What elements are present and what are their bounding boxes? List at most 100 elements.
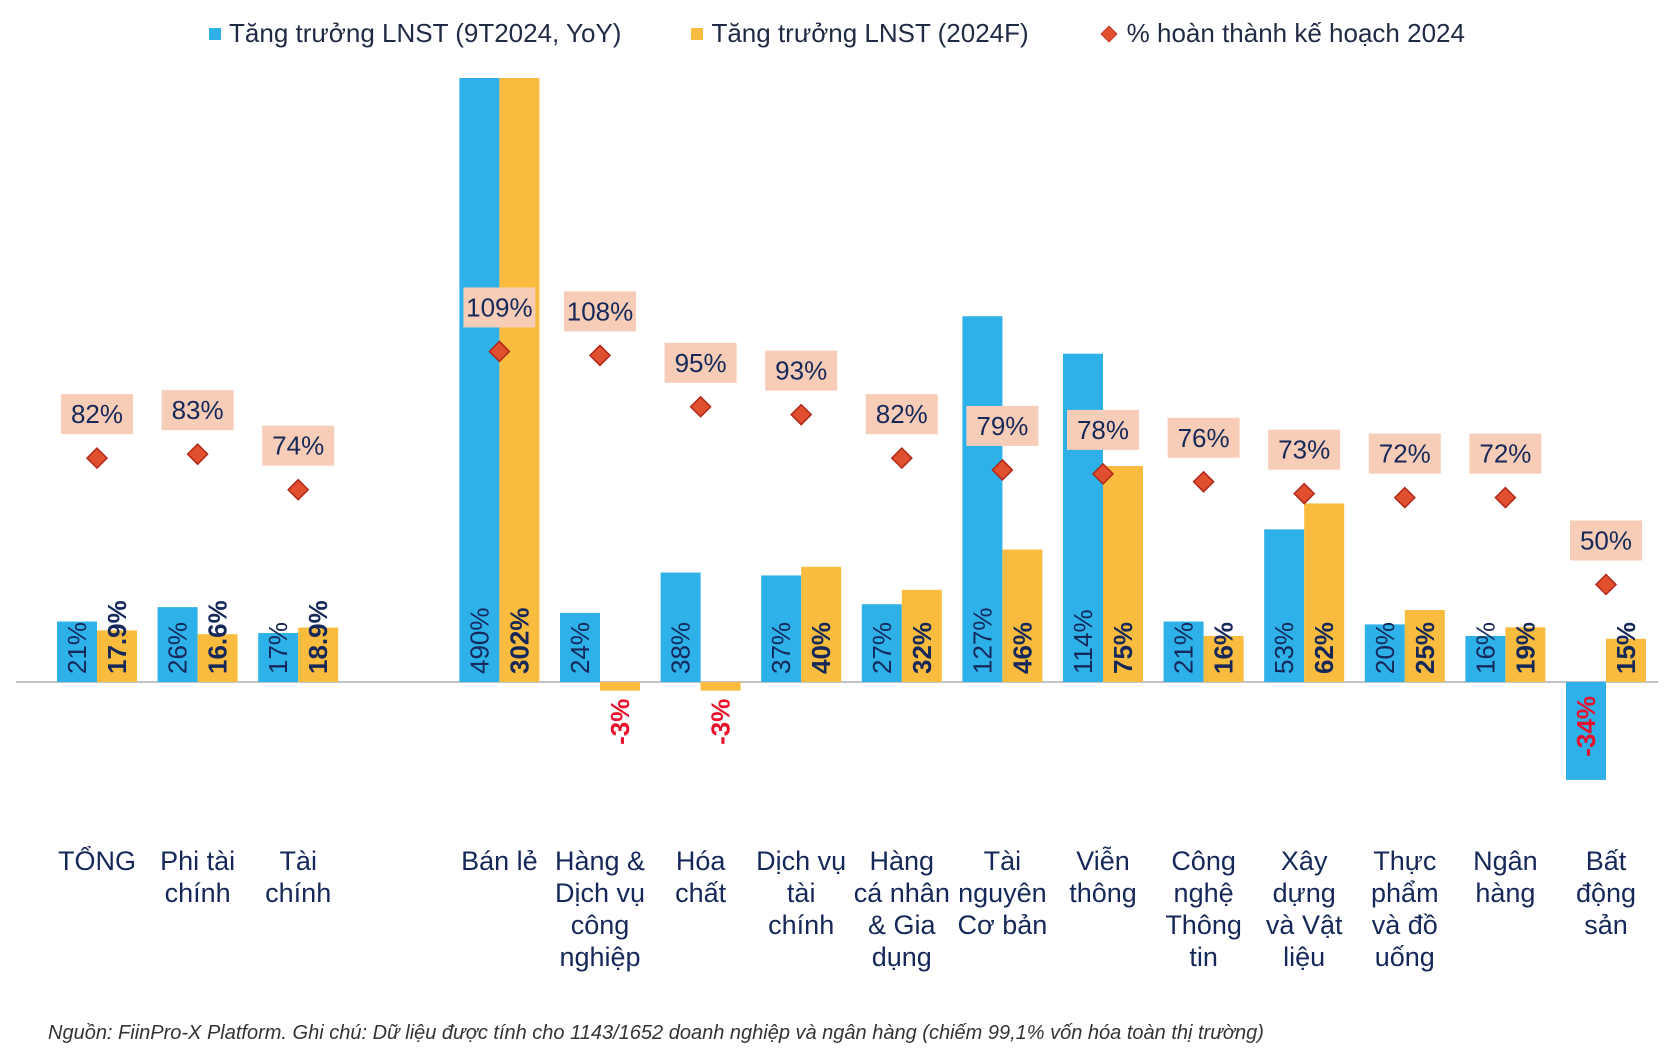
bar-2024f: [1203, 635, 1244, 682]
bar-9t2024: [1264, 529, 1305, 682]
plan-value-label: 109%: [466, 292, 533, 322]
bar-9t2024: [1465, 635, 1506, 682]
category-label: phẩm: [1371, 878, 1439, 908]
category-label: nghiệp: [559, 942, 640, 972]
bar-label-9t2024: 17%: [263, 622, 293, 674]
plan-value-label: 74%: [272, 431, 324, 461]
bar-label-9t2024: 24%: [565, 622, 595, 674]
plan-marker: [790, 403, 813, 426]
plan-label-bg: [262, 425, 335, 466]
plan-value-label: 50%: [1580, 526, 1632, 556]
plan-value-label: 72%: [1379, 439, 1431, 469]
bar-label-9t2024: 26%: [163, 622, 193, 674]
bar-2024f: [298, 627, 339, 682]
bar-9t2024: [1364, 624, 1405, 682]
plan-label-bg: [966, 405, 1039, 446]
plan-marker: [488, 340, 511, 363]
plan-marker: [1091, 462, 1115, 485]
category-label: uống: [1375, 942, 1435, 972]
bar-label-9t2024: 114%: [1068, 609, 1098, 674]
category-label: Bán lẻ: [461, 846, 538, 876]
plan-value-label: 93%: [775, 356, 827, 386]
bar-label-9t2024: 20%: [1370, 622, 1400, 674]
plan-label-bg: [664, 342, 737, 383]
legend-item-2024f: Tăng trưởng LNST (2024F): [691, 18, 1029, 49]
plan-label-bg: [1368, 433, 1441, 474]
bar-9t2024: [157, 607, 198, 682]
plan-marker: [85, 447, 109, 470]
plan-marker: [186, 443, 209, 466]
bar-2024f: [97, 630, 137, 682]
plan-value-label: 82%: [71, 399, 123, 429]
category-label: hàng: [1475, 878, 1535, 908]
plan-label-bg: [61, 394, 133, 435]
plan-label-bg: [463, 287, 536, 328]
category-label: Dịch vụ: [555, 878, 645, 908]
category-label: Ngân: [1473, 846, 1538, 876]
plan-marker: [287, 478, 310, 501]
bar-label-2024f: 19%: [1510, 622, 1540, 674]
bar-2024f: [700, 682, 741, 691]
category-label: Bất: [1586, 846, 1627, 876]
footnote: Nguồn: FiinPro-X Platform. Ghi chú: Dữ l…: [48, 1022, 1264, 1044]
category-label: Thực: [1373, 846, 1436, 876]
category-label: sản: [1584, 910, 1628, 940]
category-label: và đồ: [1372, 910, 1438, 940]
bar-label-2024f: 32%: [907, 622, 937, 674]
category-label: công: [571, 910, 630, 940]
bar-label-2024f: 62%: [1309, 622, 1339, 674]
category-label: nghệ: [1174, 878, 1234, 908]
bar-label-2024f: 75%: [1108, 622, 1138, 674]
bar-9t2024: [761, 575, 802, 682]
legend-label-plan: % hoàn thành kế hoạch 2024: [1126, 18, 1465, 48]
category-label: Tài: [279, 846, 317, 876]
plan-label-bg: [1570, 520, 1642, 561]
plan-label-bg: [865, 394, 938, 435]
plan-marker: [689, 395, 712, 418]
category-label: tài: [787, 878, 816, 908]
bar-9t2024: [861, 604, 902, 682]
bar-9t2024: [560, 612, 600, 682]
bar-2024f: [1002, 549, 1043, 682]
plan-label-bg: [1167, 417, 1240, 458]
category-label: chất: [675, 878, 727, 908]
bar-9t2024: [1063, 353, 1103, 682]
plan-marker: [588, 344, 612, 367]
legend: Tăng trưởng LNST (9T2024, YoY) Tăng trưở…: [0, 18, 1674, 49]
category-label: chính: [165, 878, 231, 908]
bar-label-9t2024: 37%: [766, 622, 796, 674]
bar-9t2024: [459, 78, 500, 682]
plan-value-label: 108%: [567, 296, 634, 326]
bar-2024f: [901, 589, 942, 682]
bar-label-9t2024: 27%: [867, 622, 897, 674]
category-label: Công: [1171, 846, 1236, 876]
bar-9t2024: [57, 621, 97, 682]
bar-label-9t2024: 127%: [967, 608, 997, 675]
bar-label-9t2024: 53%: [1269, 622, 1299, 674]
category-label: Hàng: [870, 846, 935, 876]
plan-value-label: 72%: [1479, 439, 1531, 469]
plan-marker: [1494, 486, 1517, 509]
plan-marker: [991, 458, 1014, 482]
bar-label-2024f: 17.9%: [102, 600, 132, 674]
bar-2024f: [1304, 503, 1345, 682]
plan-label-bg: [1067, 409, 1139, 450]
category-label: Phi tài: [160, 846, 235, 876]
plan-marker: [1192, 470, 1215, 493]
bar-label-9t2024: 490%: [464, 608, 494, 675]
plan-label-bg: [161, 390, 234, 431]
category-label: Xây: [1281, 846, 1328, 876]
bar-label-2024f: -3%: [706, 699, 736, 745]
plan-label-bg: [1268, 429, 1341, 470]
bar-2024f: [197, 634, 238, 682]
bar-label-9t2024: 38%: [666, 622, 696, 674]
plan-value-label: 79%: [976, 411, 1028, 441]
category-label: Hàng &: [555, 846, 645, 876]
bar-2024f: [499, 78, 540, 682]
category-label: Tài: [984, 846, 1022, 876]
category-label: Viễn: [1076, 845, 1130, 876]
bar-label-2024f: 16.6%: [203, 600, 233, 674]
plan-marker: [1293, 482, 1316, 505]
category-label: TỔNG: [58, 845, 136, 876]
